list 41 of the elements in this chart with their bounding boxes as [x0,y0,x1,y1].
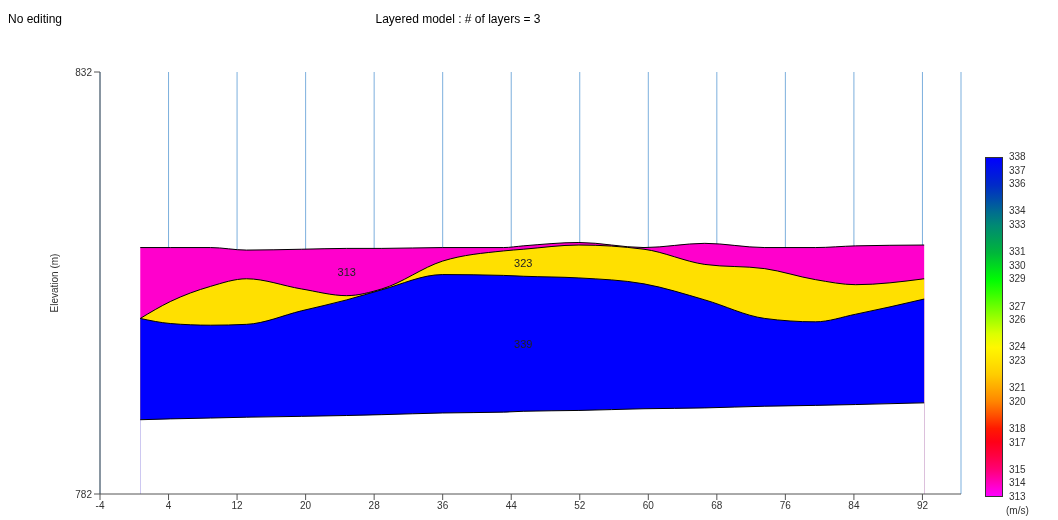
color-bar-title: (m/s) [1006,505,1029,516]
color-bar-label: 313 [1009,491,1026,503]
color-bar-label: 330 [1009,259,1026,272]
color-bar-label: 324 [1009,341,1026,354]
x-tick-label: 28 [368,500,381,512]
x-tick-label: 52 [574,500,586,512]
x-tick-label: 4 [165,500,172,512]
x-tick-label: 76 [779,500,792,512]
color-bar-label: 326 [1009,314,1026,327]
color-bar-label: 329 [1009,273,1026,286]
color-bar-label: 318 [1009,423,1026,435]
chart-title: Layered model : # of layers = 3 [374,12,542,26]
color-bar-label: 333 [1009,219,1026,231]
x-tick-label: 92 [916,500,929,512]
color-bar-label: 317 [1009,436,1026,449]
series-label: 313 [337,265,356,278]
color-bar-label: 338 [1009,151,1026,163]
x-tick-label: 12 [231,500,244,512]
color-bar-label: 320 [1009,395,1026,408]
y-tick-label: 832 [75,66,93,78]
text: No editing [8,12,63,26]
color-bar-label: 337 [1009,164,1026,177]
y-axis-title: Elevation (m) [48,253,60,313]
x-tick-label: 60 [642,500,655,512]
color-bar-label: 331 [1009,246,1026,259]
x-tick-label: 36 [437,500,449,512]
series-label: 339 [514,337,533,350]
x-tick-label: 20 [300,500,312,512]
x-tick-label: 44 [505,500,518,512]
color-bar-label: 323 [1009,355,1026,367]
color-bar-label: 336 [1009,178,1026,191]
x-tick-label: 68 [711,500,723,512]
color-bar-label: 314 [1009,477,1026,490]
color-bar-label: 315 [1009,463,1026,476]
color-bar-label: 334 [1009,205,1026,218]
color-bar-label: 321 [1009,382,1026,395]
x-tick-label: 84 [848,500,860,512]
x-tick-label: -4 [95,500,105,512]
y-tick-label: 782 [75,488,93,500]
color-bar-label: 327 [1009,300,1026,313]
series-label: 323 [514,256,533,269]
